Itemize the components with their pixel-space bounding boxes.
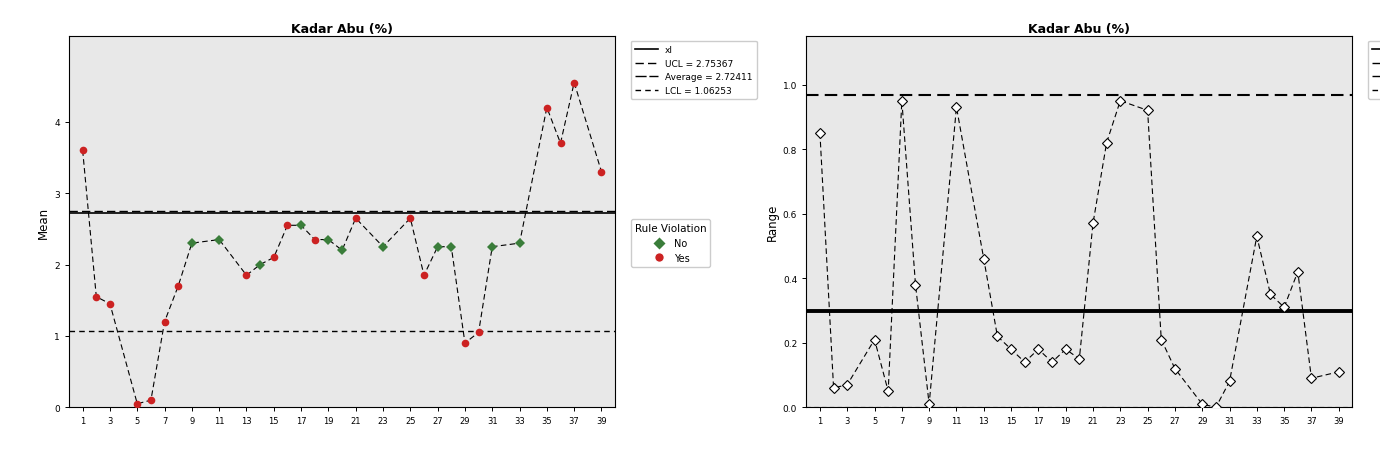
Y-axis label: Range: Range	[766, 204, 778, 241]
Legend: xl, UCL = 0.9673, Average = .29871, LCL = 0m: xl, UCL = 0.9673, Average = .29871, LCL …	[1368, 42, 1380, 100]
Legend: No, Yes: No, Yes	[631, 219, 711, 267]
Title: Kadar Abu (%): Kadar Abu (%)	[291, 23, 393, 36]
Title: Kadar Abu (%): Kadar Abu (%)	[1028, 23, 1130, 36]
Y-axis label: Mean: Mean	[37, 206, 50, 238]
